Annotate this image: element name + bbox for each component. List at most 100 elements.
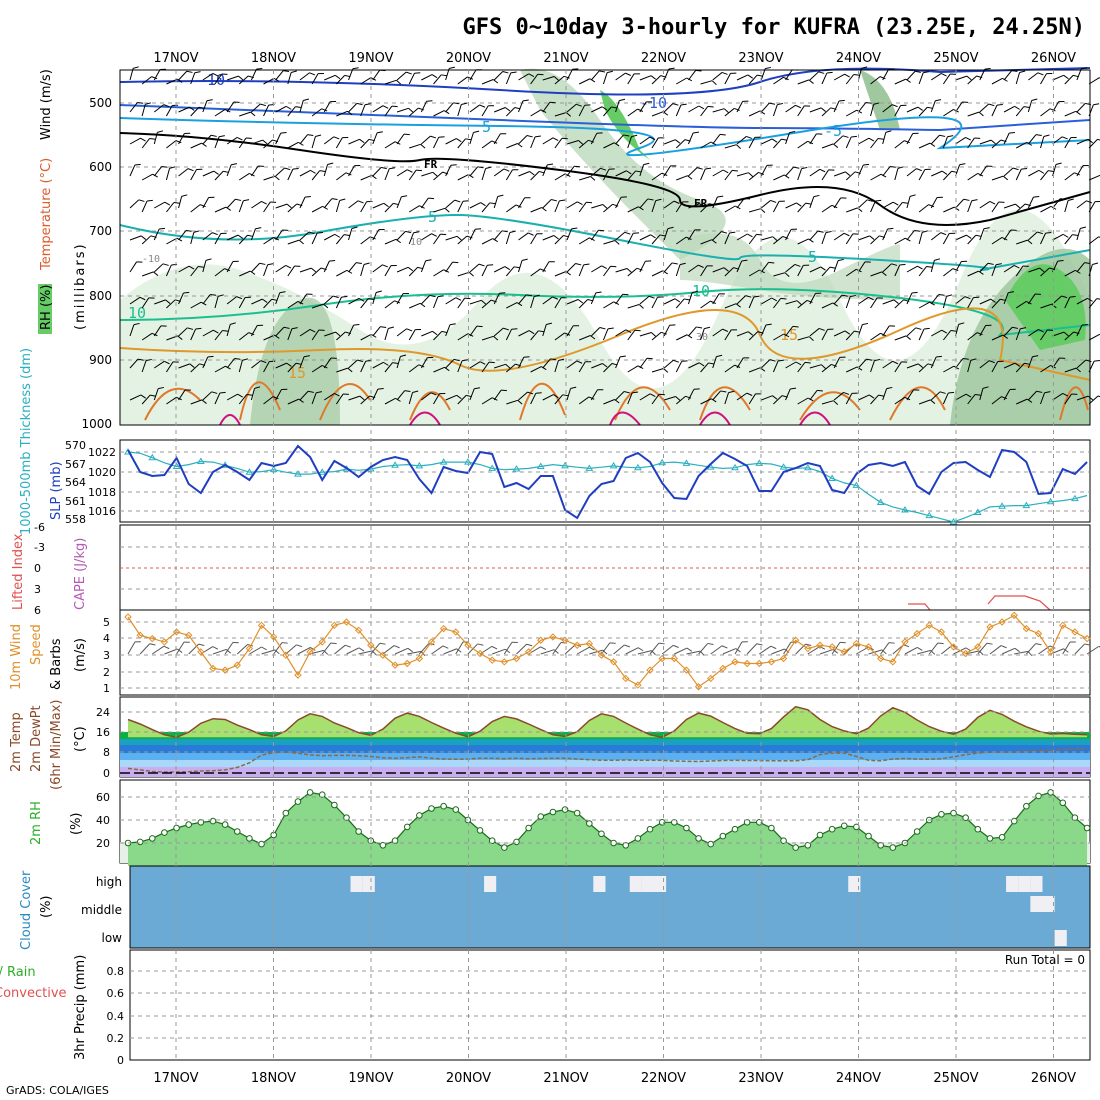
wind10-marker [707,674,715,683]
wind10-barb [152,645,170,655]
upper-units-label: (millibars) [73,242,88,330]
upper-wind-barb [178,168,194,177]
isotherm-label-minus10-b: -10 [640,94,667,112]
thickness-marker [294,470,302,477]
upper-wind-barb [930,355,942,369]
upper-wind-barb [360,262,370,277]
cloud-block-high [1018,876,1031,892]
upper-wind-barb [141,271,159,277]
date-label-top: 17NOV [153,51,198,66]
upper-wind-barb [323,295,339,305]
upper-wind-barb [809,266,826,273]
upper-wind-barb [1040,73,1053,85]
wind10-barb [503,641,518,655]
precip-conv-label: Convective [0,986,67,1001]
upper-wind-barb [578,263,590,277]
upper-wind-barb [882,227,894,241]
upper-wind-barb [1076,165,1089,177]
upper-wind-barb [578,78,596,85]
upper-wind-barb [153,263,169,273]
upper-wind-barb [299,355,310,369]
upper-wind-barb [858,137,875,145]
upper-wind-barb [979,103,995,113]
upper-wind-barb [663,200,680,209]
upper-wind-barb [930,258,941,273]
date-label-top: 20NOV [446,51,491,66]
upper-wind-barb [445,138,462,145]
wind10-marker [391,661,399,669]
date-label-bottom: 19NOV [348,1071,393,1086]
rh2m-marker [974,825,982,833]
thickness-tick-564: 564 [65,476,86,489]
upper-wind-barb [275,362,292,369]
date-label-top: 22NOV [641,51,686,66]
upper-wind-barb [833,135,849,145]
upper-wind-barb [178,132,191,145]
upper-wind-barb [348,200,364,209]
upper-wind-barb [651,234,666,245]
upper-wind-barb [202,170,219,177]
upper-wind-barb [748,171,765,181]
rh2m-marker [537,813,545,820]
upper-wind-barb [578,361,592,373]
upper-wind-barb [372,105,389,113]
footer-credit: GrADS: COLA/IGES [6,1084,109,1097]
upper-wind-barb [882,325,896,337]
upper-wind-barb [530,233,543,245]
upper-wind-barb [202,355,214,369]
upper-wind-barb [700,167,712,181]
upper-wind-barb [724,390,735,405]
thickness-marker [391,461,399,468]
upper-wind-barb [1064,110,1081,117]
upper-wind-barb [1028,169,1045,177]
rh-label-minus10: -10 [142,254,160,265]
chart-title: GFS 0~10day 3-hourly for KUFRA (23.25E, … [462,15,1085,40]
upper-wind-barb [736,172,754,178]
upper-wind-barb [931,170,948,177]
upper-wind-barb [651,198,662,213]
temp-label-b: 2m DewPt [29,705,44,772]
cloud-block-high [484,876,497,892]
wind10-marker [476,649,484,658]
wind10-marker [124,613,132,621]
upper-wind-barb [445,297,462,305]
upper-wind-barb [372,388,384,401]
upper-wind-barb [857,163,870,177]
upper-wind-barb [372,131,383,145]
wind10-marker [427,638,436,646]
upper-wind-barb [712,195,724,209]
rh2m-marker [488,837,496,845]
isotherm-label-15-b: 15 [780,326,798,344]
upper-wind-barb [748,295,760,309]
upper-wind-barb [420,357,434,369]
upper-wind-barb [663,165,677,177]
upper-wind-barb [882,299,899,305]
band-8-10 [120,739,1090,745]
upper-wind-barb [396,390,411,401]
wind10-marker [816,641,824,649]
upper-wind-barb [639,393,656,401]
upper-wind-barb [627,267,643,277]
rh2m-marker [840,822,848,830]
upper-wind-barb [663,226,674,241]
wind10-barb [224,641,239,655]
upper-wind-barb [153,325,167,337]
upper-wind-barb [505,230,516,245]
wind10-marker [1071,628,1079,636]
upper-wind-barb [918,142,936,149]
wind10-marker [573,641,581,649]
upper-wind-barb [214,268,231,277]
wind10-marker [221,666,229,674]
upper-wind-barb [530,392,542,405]
upper-wind-barb [967,332,983,341]
upper-wind-barb [190,204,206,213]
upper-wind-barb [603,203,619,213]
slp-tick-1020: 1020 [88,466,116,479]
precip-total-label: Total / Rain [0,965,36,980]
upper-wind-barb [421,294,436,305]
upper-wind-barb [967,111,984,117]
upper-wind-barb [979,227,990,241]
upper-wind-barb [991,263,1002,277]
wind10-barb [236,643,254,655]
thickness-marker [1071,494,1079,502]
